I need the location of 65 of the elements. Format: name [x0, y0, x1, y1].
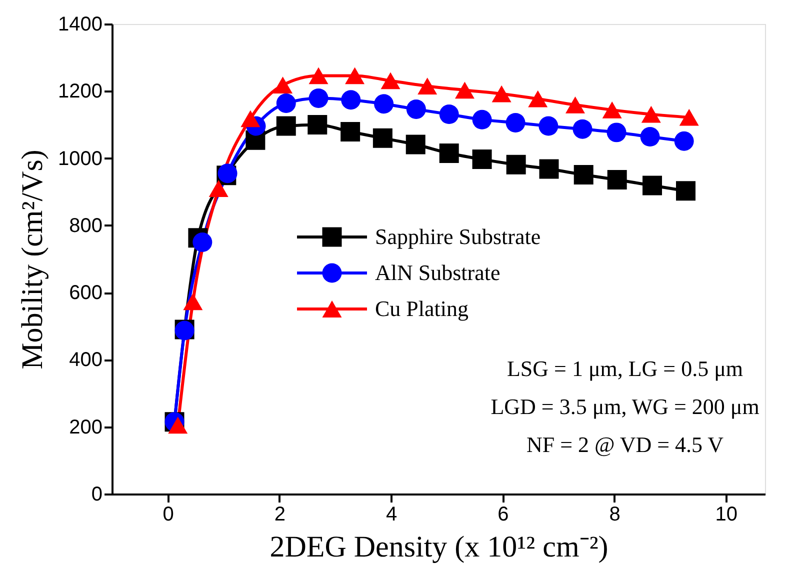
y-tick-label: 1400 — [58, 14, 102, 36]
y-tick-label: 0 — [91, 484, 102, 506]
legend-label: Sapphire Substrate — [375, 224, 541, 249]
legend-label: Cu Plating — [375, 296, 469, 321]
point — [676, 181, 696, 201]
point — [602, 102, 622, 118]
point — [340, 122, 360, 142]
point — [183, 293, 203, 310]
point — [372, 128, 392, 148]
point — [406, 134, 426, 154]
point — [674, 131, 694, 151]
annotation: LGD = 3.5 μm, WG = 200 μm — [490, 394, 760, 419]
y-tick-label: 1000 — [58, 148, 102, 170]
point — [273, 76, 293, 94]
point — [308, 114, 328, 134]
x-tick-label: 10 — [715, 504, 738, 526]
annotation: NF = 2 @ VD = 4.5 V — [526, 432, 724, 457]
x-tick-label: 0 — [162, 504, 174, 526]
point — [679, 108, 699, 126]
point — [506, 112, 526, 132]
point — [276, 116, 296, 136]
point — [308, 67, 328, 84]
x-tick-label: 8 — [609, 504, 620, 526]
y-tick-label: 600 — [69, 282, 102, 304]
point — [439, 144, 459, 163]
point — [406, 100, 426, 119]
point — [607, 170, 627, 190]
point — [574, 164, 594, 184]
point — [528, 90, 548, 108]
point — [492, 85, 512, 102]
y-axis-title: Mobility (cm²/Vs) — [16, 150, 50, 370]
point — [439, 104, 459, 124]
point — [380, 72, 400, 90]
point — [565, 96, 585, 114]
point — [418, 78, 438, 95]
y-tick-label: 200 — [69, 416, 102, 438]
point — [276, 94, 296, 113]
y-tick-label: 400 — [69, 349, 102, 372]
y-tick-label: 1200 — [58, 80, 102, 103]
point — [192, 232, 212, 252]
point — [341, 90, 361, 110]
point — [572, 119, 592, 139]
point — [345, 67, 365, 84]
point — [168, 416, 188, 434]
point — [642, 176, 662, 196]
point — [240, 110, 260, 128]
x-tick-label: 4 — [386, 504, 398, 526]
x-tick-label: 2 — [274, 504, 286, 526]
point — [454, 82, 474, 99]
point — [208, 180, 228, 197]
point — [640, 127, 660, 147]
x-axis-title: 2DEG Density (x 10¹² cm⁻²) — [270, 530, 608, 564]
point — [539, 159, 559, 179]
point — [606, 122, 626, 142]
point — [472, 150, 492, 170]
point — [308, 88, 328, 108]
legend-label: AlN Substrate — [375, 260, 500, 285]
y-tick-label: 800 — [69, 214, 102, 237]
point — [506, 154, 526, 174]
x-tick-label: 6 — [498, 504, 509, 526]
point — [472, 110, 492, 130]
point — [641, 106, 661, 123]
annotation: LSG = 1 μm, LG = 0.5 μm — [506, 356, 744, 381]
point — [538, 116, 558, 136]
point — [374, 94, 394, 114]
